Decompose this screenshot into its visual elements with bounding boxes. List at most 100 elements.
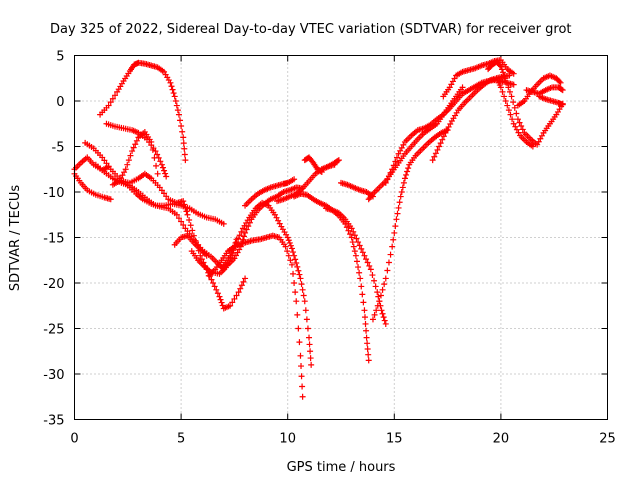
x-axis-label: GPS time / hours [287,460,396,475]
data-point [293,298,299,304]
data-point [381,314,387,320]
chart-title: Day 325 of 2022, Sidereal Day-to-day VTE… [50,22,572,37]
data-point [219,300,225,306]
data-point [402,175,408,181]
data-point [302,298,308,304]
plot-frame [75,56,608,420]
data-point [365,346,371,352]
data-point [359,291,365,297]
data-point [295,326,301,332]
data-point [163,174,169,180]
data-point [388,252,394,258]
data-point [294,312,300,318]
data-point [405,165,411,171]
data-series [370,127,451,322]
data-series [242,176,297,208]
data-point [363,321,369,327]
data-point [175,107,181,113]
data-point [403,172,409,178]
data-markers [72,57,566,400]
data-point [350,239,356,245]
y-tick-label: -35 [43,414,64,429]
data-point [306,335,312,341]
data-point [182,151,188,157]
data-point [176,112,182,118]
data-point [366,357,372,363]
data-point [218,297,224,303]
data-point [161,168,167,174]
data-point [396,205,402,211]
data-point [399,189,405,195]
data-point [170,87,176,93]
data-point [303,307,309,313]
grid [75,56,608,420]
data-point [177,117,183,123]
data-point [291,280,297,286]
data-point [363,328,369,334]
data-point [365,352,371,358]
data-point [404,169,410,175]
y-tick-label: -5 [52,141,65,156]
data-series [536,93,565,107]
data-point [371,278,377,284]
data-point [300,394,306,400]
data-point [299,384,305,390]
data-point [383,275,389,281]
data-point [287,240,293,246]
x-tick-label: 10 [279,432,296,447]
data-point [360,299,366,305]
data-point [391,230,397,236]
y-tick-label: 0 [56,95,64,110]
data-point [301,293,307,299]
data-point [297,353,303,359]
data-point [361,307,367,313]
data-point [179,129,185,135]
y-tick-label: 5 [56,50,64,65]
data-point [380,287,386,293]
data-point [153,163,159,169]
data-point [300,287,306,293]
x-tick-label: 0 [70,432,78,447]
data-point [513,111,519,117]
data-point [181,146,187,152]
data-series [323,205,389,327]
data-point [356,270,362,276]
axis-ticks: 0 5 10 15 20 2550-5-10-15-20-25-30-35 [43,50,616,447]
data-point [357,275,363,281]
data-point [172,93,178,99]
data-point [510,99,516,105]
x-tick-label: 15 [386,432,403,447]
data-point [373,283,379,289]
data-point [398,194,404,200]
x-tick-label: 25 [599,432,616,447]
data-point [298,363,304,369]
data-series [319,157,342,172]
data-point [394,211,400,217]
data-series [383,77,517,186]
data-point [401,180,407,186]
data-point [386,260,392,266]
data-point [400,184,406,190]
data-series [206,233,306,400]
data-point [383,321,389,327]
data-point [364,335,370,341]
data-point [288,243,294,249]
data-point [155,171,161,177]
y-axis-label: SDTVAR / TECUs [8,185,23,292]
y-tick-label: -15 [43,232,64,247]
data-point [305,326,311,332]
data-point [307,348,313,354]
data-point [162,171,168,177]
data-point [297,275,303,281]
data-point [354,258,360,264]
data-point [186,217,192,223]
y-tick-label: -25 [43,323,64,338]
data-point [292,256,298,262]
data-point [397,199,403,205]
data-point [173,98,179,104]
x-tick-label: 20 [493,432,510,447]
data-point [307,341,313,347]
data-point [308,362,314,368]
data-point [286,237,292,243]
